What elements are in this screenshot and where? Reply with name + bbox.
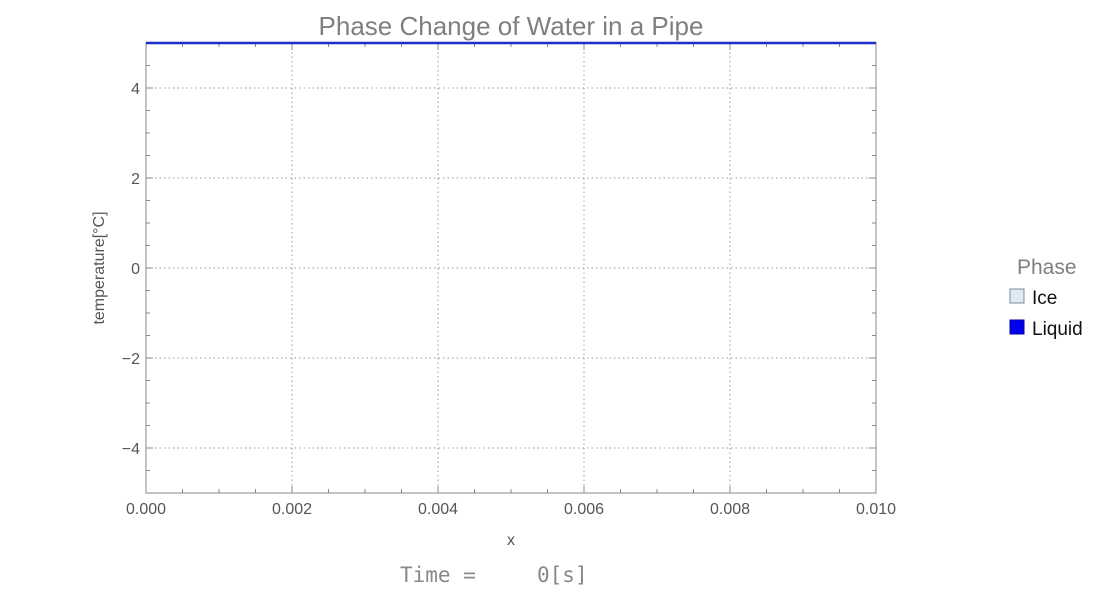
time-label: Time = bbox=[400, 563, 476, 587]
legend-label-liquid: Liquid bbox=[1032, 319, 1083, 340]
x-tick-label: 0.000 bbox=[126, 501, 166, 518]
y-tick-label: −4 bbox=[122, 441, 140, 458]
tick-marks bbox=[145, 42, 877, 494]
x-tick-label: 0.002 bbox=[272, 501, 312, 518]
x-tick-label: 0.006 bbox=[564, 501, 604, 518]
legend: Phase Ice Liquid bbox=[1009, 256, 1083, 340]
grid-layer bbox=[146, 43, 876, 493]
y-tick-label: −2 bbox=[122, 351, 140, 368]
legend-title: Phase bbox=[1017, 256, 1077, 279]
y-tick-label: 4 bbox=[131, 81, 140, 98]
x-tick-label: 0.010 bbox=[856, 501, 896, 518]
chart-title: Phase Change of Water in a Pipe bbox=[319, 11, 704, 41]
legend-label-ice: Ice bbox=[1032, 288, 1057, 309]
time-value: 0 bbox=[537, 563, 550, 587]
time-readout: Time = 0[s] bbox=[400, 563, 588, 587]
x-tick-label: 0.004 bbox=[418, 501, 458, 518]
legend-swatch-ice bbox=[1009, 288, 1025, 304]
y-tick-labels: −4 −2 0 2 4 bbox=[122, 81, 140, 458]
x-tick-labels: 0.000 0.002 0.004 0.006 0.008 0.010 bbox=[126, 501, 896, 518]
time-unit: [s] bbox=[550, 563, 588, 587]
y-tick-label: 2 bbox=[131, 171, 140, 188]
x-tick-label: 0.008 bbox=[710, 501, 750, 518]
y-axis-label: temperature[°C] bbox=[91, 211, 108, 324]
legend-swatch-liquid bbox=[1009, 319, 1025, 335]
y-tick-label: 0 bbox=[131, 261, 140, 278]
x-axis-label: x bbox=[507, 532, 515, 549]
